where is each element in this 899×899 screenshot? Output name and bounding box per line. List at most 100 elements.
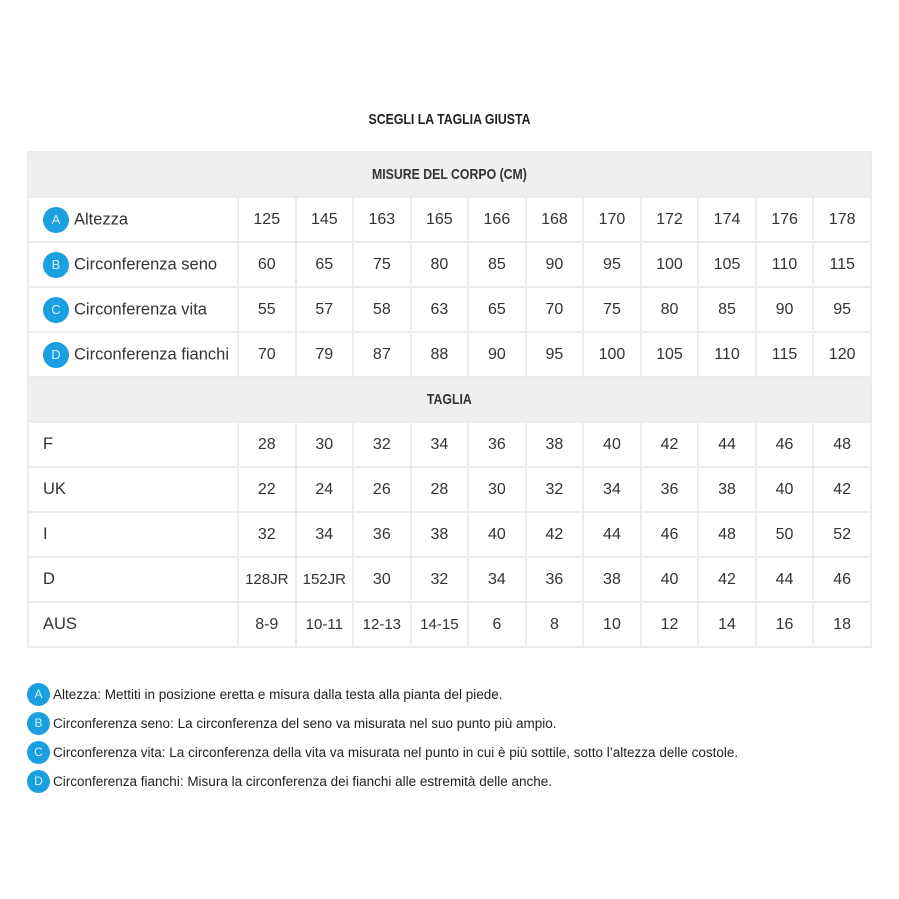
table-cell: 87 bbox=[352, 331, 412, 378]
row-label-text: Circonferenza vita bbox=[74, 299, 207, 318]
table-cell: 115 bbox=[812, 241, 872, 288]
table-cell: 30 bbox=[294, 421, 355, 468]
footnote: C Circonferenza vita: La circonferenza de… bbox=[27, 738, 738, 767]
table-cell: 168 bbox=[524, 196, 585, 243]
table-cell: 34 bbox=[582, 466, 642, 513]
table-cell: 70 bbox=[524, 286, 585, 333]
table-cell: 58 bbox=[352, 286, 412, 333]
footnote-text: Circonferenza seno: La circonferenza del… bbox=[53, 716, 557, 731]
badge-icon: A bbox=[43, 206, 69, 233]
table-cell: 105 bbox=[697, 241, 757, 288]
table-cell: 85 bbox=[467, 241, 527, 288]
table-cell: 172 bbox=[639, 196, 700, 243]
table-cell: 40 bbox=[582, 421, 642, 468]
row-label-text: UK bbox=[43, 480, 66, 498]
table-cell: 95 bbox=[524, 331, 585, 378]
table-cell: 44 bbox=[697, 421, 757, 468]
row-label: C Circonferenza vita bbox=[27, 286, 239, 333]
table-cell: 40 bbox=[639, 556, 700, 603]
table-cell: 125 bbox=[237, 196, 297, 243]
row-label-text: D bbox=[43, 570, 55, 588]
row-label: A Altezza bbox=[27, 196, 239, 243]
table-cell: 36 bbox=[352, 511, 412, 558]
table-cell: 75 bbox=[352, 241, 412, 288]
table-cell: 57 bbox=[294, 286, 355, 333]
table-cell: 80 bbox=[409, 241, 470, 288]
table-cell: 152JR bbox=[294, 556, 355, 603]
table-cell: 60 bbox=[237, 241, 297, 288]
table-cell: 14 bbox=[697, 601, 757, 648]
footnote-text: Circonferenza fianchi: Misura la circonf… bbox=[53, 774, 552, 789]
table-row: A Altezza 125 145 163 165 166 168 170 172 174 176 17… bbox=[27, 196, 872, 243]
table-row: I 32 34 36 38 40 42 44 46 48 50 52 bbox=[27, 511, 872, 558]
table-cell: 6 bbox=[467, 601, 527, 648]
table-cell: 170 bbox=[582, 196, 642, 243]
footnote: D Circonferenza fianchi: Misura la circon… bbox=[27, 767, 738, 796]
table-row: D 128JR 152JR 30 32 34 36 38 40 42 44 46 bbox=[27, 556, 872, 603]
row-label: I bbox=[27, 511, 239, 558]
table-cell: 38 bbox=[409, 511, 470, 558]
table-cell: 32 bbox=[237, 511, 297, 558]
page-title: SCEGLI LA TAGLIA GIUSTA bbox=[368, 111, 531, 128]
row-label-text: Circonferenza seno bbox=[74, 254, 218, 273]
table-cell: 18 bbox=[812, 601, 872, 648]
table-cell: 90 bbox=[467, 331, 527, 378]
table-cell: 145 bbox=[294, 196, 355, 243]
table-cell: 34 bbox=[294, 511, 355, 558]
row-label-text: I bbox=[43, 525, 48, 543]
row-label: AUS bbox=[27, 601, 239, 648]
badge-icon: A bbox=[27, 683, 50, 706]
row-label: B Circonferenza seno bbox=[27, 241, 239, 288]
badge-icon: C bbox=[27, 741, 50, 764]
table-cell: 48 bbox=[812, 421, 872, 468]
body-measurements-header-row: MISURE DEL CORPO (CM) bbox=[27, 151, 872, 198]
section-header: MISURE DEL CORPO (CM) bbox=[27, 151, 872, 198]
table-row: C Circonferenza vita 55 57 58 63 65 70 75 80 85 90 9… bbox=[27, 286, 872, 333]
row-label-text: Altezza bbox=[74, 209, 129, 228]
table-cell: 34 bbox=[467, 556, 527, 603]
table-cell: 42 bbox=[639, 421, 700, 468]
table-cell: 88 bbox=[409, 331, 470, 378]
footnotes: A Altezza: Mettiti in posizione eretta e … bbox=[27, 680, 738, 796]
table-cell: 46 bbox=[812, 556, 872, 603]
table-cell: 50 bbox=[754, 511, 815, 558]
row-label-text: Circonferenza fianchi bbox=[74, 344, 229, 363]
row-label: UK bbox=[27, 466, 239, 513]
size-header-row: TAGLIA bbox=[27, 376, 872, 423]
table-cell: 110 bbox=[697, 331, 757, 378]
badge-icon: B bbox=[27, 712, 50, 735]
size-chart-table: MISURE DEL CORPO (CM) A Altezza 125 145 163 16… bbox=[27, 151, 872, 648]
section-header-text: TAGLIA bbox=[427, 391, 472, 408]
table-cell: 12 bbox=[639, 601, 700, 648]
table-cell: 14-15 bbox=[409, 601, 470, 648]
table-cell: 30 bbox=[467, 466, 527, 513]
table-cell: 176 bbox=[754, 196, 815, 243]
table-cell: 32 bbox=[409, 556, 470, 603]
table-cell: 174 bbox=[697, 196, 757, 243]
table-row: B Circonferenza seno 60 65 75 80 85 90 95 100 105 1… bbox=[27, 241, 872, 288]
section-header: TAGLIA bbox=[27, 376, 872, 423]
table-cell: 16 bbox=[754, 601, 815, 648]
table-cell: 36 bbox=[639, 466, 700, 513]
table-cell: 10-11 bbox=[294, 601, 355, 648]
table-cell: 32 bbox=[352, 421, 412, 468]
table-cell: 95 bbox=[812, 286, 872, 333]
table-cell: 40 bbox=[467, 511, 527, 558]
table-cell: 8 bbox=[524, 601, 585, 648]
table-cell: 32 bbox=[524, 466, 585, 513]
table-cell: 80 bbox=[639, 286, 700, 333]
table-cell: 75 bbox=[582, 286, 642, 333]
footnote: A Altezza: Mettiti in posizione eretta e … bbox=[27, 680, 738, 709]
table-cell: 110 bbox=[754, 241, 815, 288]
table-cell: 46 bbox=[639, 511, 700, 558]
table-cell: 42 bbox=[697, 556, 757, 603]
table-cell: 28 bbox=[409, 466, 470, 513]
table-cell: 10 bbox=[582, 601, 642, 648]
section-header-text: MISURE DEL CORPO (CM) bbox=[372, 166, 527, 183]
table-cell: 128JR bbox=[237, 556, 297, 603]
table-cell: 90 bbox=[754, 286, 815, 333]
badge-icon: B bbox=[43, 251, 69, 278]
footnote: B Circonferenza seno: La circonferenza de… bbox=[27, 709, 738, 738]
table-cell: 85 bbox=[697, 286, 757, 333]
table-cell: 163 bbox=[352, 196, 412, 243]
